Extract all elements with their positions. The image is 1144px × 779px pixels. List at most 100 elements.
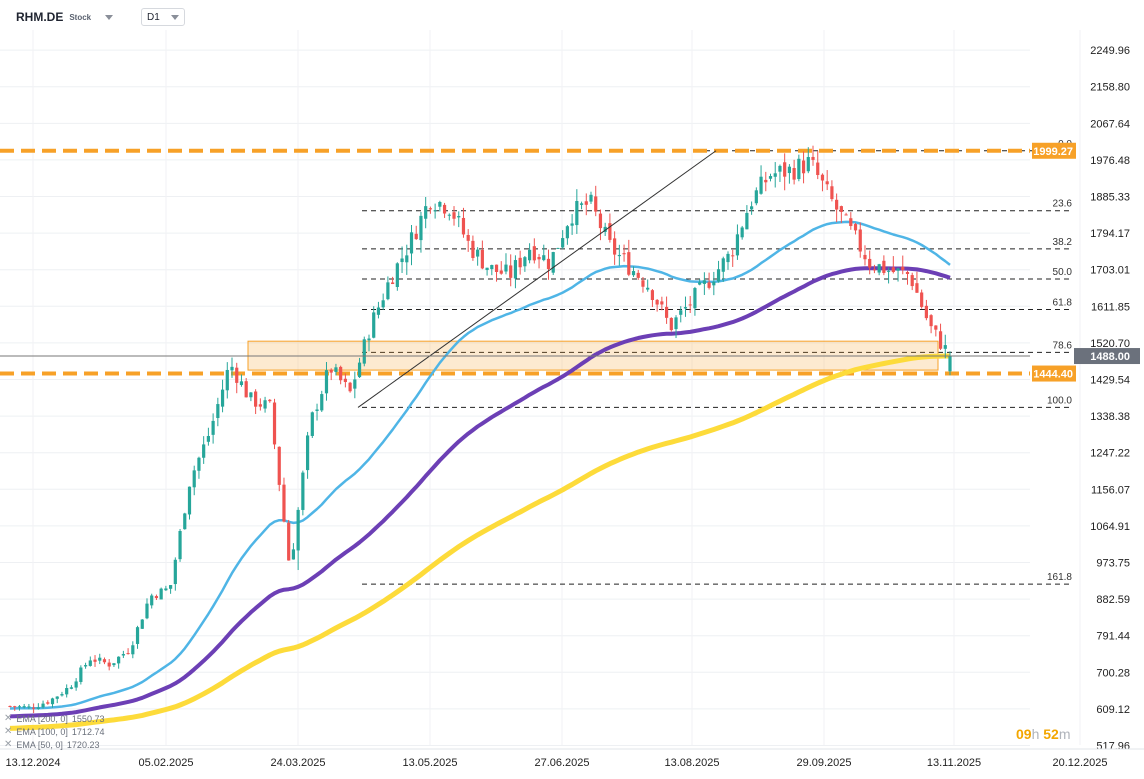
- time-axis: 13.12.2024 05.02.2025 24.03.2025 13.05.2025…: [0, 748, 1144, 769]
- candle-body: [235, 367, 239, 383]
- indicator-legend: ✕ EMA [200, 0] 1550.73 ✕ EMA [100, 0] 17…: [4, 712, 104, 751]
- candle-body: [357, 362, 362, 378]
- candle-body: [655, 299, 659, 305]
- candle-body: [646, 287, 650, 290]
- candle-body: [627, 252, 631, 275]
- y-tick-label: 1794.17: [1090, 228, 1130, 240]
- y-tick-label: 2158.80: [1090, 82, 1130, 94]
- candle-body: [707, 282, 711, 288]
- candle-body: [920, 292, 924, 307]
- legend-value: 1720.23: [66, 739, 100, 750]
- candle-body: [579, 203, 584, 205]
- candle-body: [466, 234, 470, 241]
- fib-label: 50.0: [1053, 267, 1073, 278]
- candle-body: [740, 227, 744, 238]
- fib-label: 100.0: [1047, 395, 1072, 406]
- candlesticks: [8, 145, 952, 714]
- candle-body: [924, 305, 928, 319]
- candle-body: [17, 706, 22, 708]
- candle-body: [513, 260, 518, 279]
- candle-body: [461, 217, 466, 235]
- x-tick-label: 29.09.2025: [796, 757, 851, 769]
- legend-item-ema100[interactable]: ✕ EMA [100, 0] 1712.74: [4, 725, 104, 738]
- candle-body: [381, 300, 385, 308]
- chevron-down-icon: [171, 14, 179, 20]
- close-icon[interactable]: ✕: [4, 713, 13, 724]
- candle-body: [291, 549, 296, 560]
- legend-label: EMA [200, 0]: [16, 713, 68, 724]
- candle-body: [102, 659, 107, 663]
- candle-body: [79, 667, 83, 682]
- level-price-label-bg: [1032, 142, 1076, 159]
- last-price-label: 1488.00: [1090, 351, 1130, 363]
- candle-body: [74, 681, 78, 688]
- candle-body: [197, 457, 201, 471]
- candle-body: [594, 196, 598, 212]
- candle-body: [787, 166, 791, 174]
- candle-body: [178, 531, 182, 560]
- candle-body: [561, 238, 565, 248]
- candle-body: [145, 603, 149, 619]
- candle-countdown-timer: 09h 52m: [1016, 726, 1071, 742]
- candle-body: [254, 391, 258, 407]
- candle-body: [258, 404, 262, 407]
- candle-body: [641, 280, 645, 287]
- candle-body: [575, 200, 579, 226]
- candle-body: [816, 162, 820, 176]
- candle-body: [603, 226, 607, 232]
- close-icon[interactable]: ✕: [4, 739, 13, 750]
- candle-body: [117, 656, 121, 664]
- candle-body: [556, 247, 560, 249]
- candle-body: [915, 283, 919, 293]
- x-tick-label: 13.12.2024: [5, 757, 60, 769]
- candle-body: [372, 312, 376, 338]
- candle-body: [239, 381, 244, 386]
- candle-body: [22, 706, 26, 708]
- candle-body: [8, 705, 12, 707]
- symbol-type: Stock: [69, 12, 92, 22]
- candle-body: [830, 186, 834, 200]
- candle-body: [783, 162, 787, 177]
- y-tick-label: 1338.38: [1090, 411, 1130, 423]
- candle-body: [542, 255, 546, 261]
- candle-body: [277, 446, 281, 485]
- candle-body: [598, 213, 603, 229]
- candle-body: [282, 484, 286, 522]
- candle-body: [126, 653, 130, 655]
- candle-body: [301, 472, 305, 510]
- candle-body: [608, 223, 612, 240]
- candle-body: [150, 595, 154, 606]
- candle-body: [773, 173, 777, 177]
- candle-body: [735, 234, 740, 256]
- timer-hours: 09: [1016, 726, 1032, 742]
- candle-body: [187, 486, 192, 515]
- timeframe-selector[interactable]: D1: [141, 8, 185, 26]
- candle-body: [518, 257, 522, 268]
- candle-body: [272, 402, 277, 445]
- close-icon[interactable]: ✕: [4, 726, 13, 737]
- candle-body: [348, 382, 352, 392]
- candle-body: [376, 307, 381, 315]
- candle-body: [537, 256, 541, 260]
- symbol-selector[interactable]: RHM.DE Stock: [10, 7, 119, 27]
- ema-lines: [9, 220, 951, 731]
- candle-body: [669, 317, 673, 331]
- legend-item-ema200[interactable]: ✕ EMA [200, 0] 1550.73: [4, 712, 104, 725]
- candle-body: [820, 174, 825, 181]
- candle-body: [877, 264, 881, 273]
- candle-body: [339, 366, 343, 381]
- candle-body: [546, 258, 551, 269]
- legend-item-ema50[interactable]: ✕ EMA [50, 0] 1720.23: [4, 738, 104, 751]
- candle-body: [438, 201, 442, 207]
- candle-body: [490, 265, 494, 270]
- candle-body: [36, 707, 40, 709]
- candle-body: [825, 181, 829, 185]
- candle-body: [93, 659, 97, 662]
- candle-body: [811, 156, 815, 160]
- y-tick-label: 1520.70: [1090, 338, 1130, 350]
- candle-body: [424, 206, 428, 219]
- candle-body: [50, 698, 55, 705]
- candle-body: [164, 588, 168, 591]
